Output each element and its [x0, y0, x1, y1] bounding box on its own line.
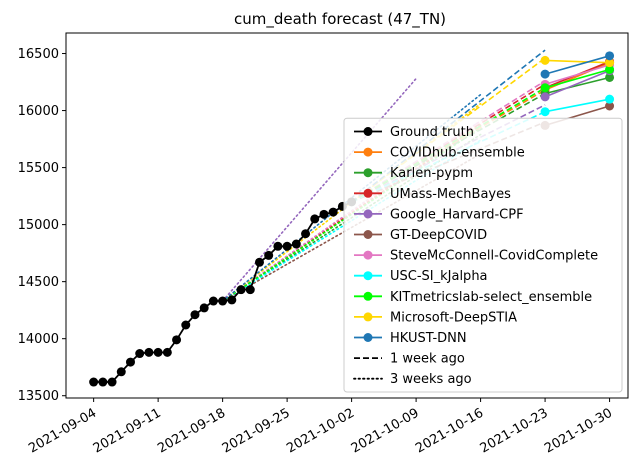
y-tick-label: 16000	[18, 104, 59, 119]
legend-marker	[363, 168, 373, 178]
ground-truth-point	[245, 285, 255, 295]
ground-truth-point	[282, 241, 292, 251]
x-tick-label: 2021-09-11	[91, 406, 164, 457]
legend-label: 3 weeks ago	[390, 372, 472, 387]
ground-truth-point	[227, 295, 237, 305]
legend-marker	[363, 188, 373, 198]
legend-label: 1 week ago	[390, 352, 465, 367]
plot-frame	[65, 32, 629, 399]
ground-truth-point	[218, 296, 228, 306]
ground-truth-point	[162, 347, 172, 357]
ground-truth-point	[172, 335, 182, 345]
forecast-series	[540, 51, 615, 130]
series-point	[605, 72, 615, 82]
legend-label: Microsoft-DeepSTIA	[390, 310, 517, 325]
series-line	[544, 68, 610, 89]
ground-truth-point	[328, 207, 338, 217]
y-tick-label: 15500	[18, 161, 59, 176]
legend-box	[343, 117, 623, 393]
series-line	[544, 64, 610, 86]
x-tick-label: 2021-10-09	[349, 406, 422, 457]
ground-truth-point	[254, 257, 264, 267]
series-point	[540, 83, 550, 93]
ground-truth-point	[116, 367, 126, 377]
ground-truth-point	[181, 320, 191, 330]
legend: Ground truth COVIDhub-ensemble Karlen-pypm…	[343, 117, 623, 393]
ground-truth-point	[208, 296, 218, 306]
three-week-line	[221, 126, 482, 302]
ground-truth-point	[199, 303, 209, 313]
ground-truth-point	[236, 285, 246, 295]
x-tick-label: 2021-10-02	[284, 406, 357, 457]
ground-truth-point	[135, 349, 145, 359]
legend-label: HKUST-DNN	[390, 331, 467, 346]
ground-truth-point	[153, 347, 163, 357]
series-line	[544, 69, 610, 98]
series-line	[544, 76, 610, 95]
legend-label: Karlen-pypm	[390, 166, 473, 181]
x-tick-label: 2021-10-30	[542, 406, 615, 457]
y-tick-label: 14000	[18, 332, 59, 347]
ground-truth-point	[301, 229, 311, 239]
series-point	[540, 92, 550, 102]
legend-label: KITmetricslab-select_ensemble	[390, 290, 592, 305]
series-point	[605, 94, 615, 104]
ground-truth-series	[89, 197, 357, 387]
legend-marker	[363, 250, 373, 260]
ground-truth-point	[264, 250, 274, 260]
legend-marker	[363, 127, 373, 136]
legend-marker	[363, 333, 373, 342]
legend-label: Google_Harvard-CPF	[390, 207, 524, 222]
ground-truth-point	[144, 347, 154, 357]
series-line	[544, 55, 610, 75]
y-tick-label: 13500	[18, 389, 59, 404]
ground-truth-point	[310, 214, 320, 224]
x-tick-label: 2021-09-25	[220, 406, 293, 457]
ground-truth-point	[319, 209, 329, 219]
x-tick-label: 2021-09-04	[26, 406, 99, 457]
legend-marker	[363, 312, 373, 322]
series-point	[605, 65, 615, 74]
chart-title: cum_death forecast (47_TN)	[234, 10, 446, 29]
series-point	[540, 107, 550, 117]
y-tick-label: 16500	[18, 47, 59, 62]
ground-truth-point	[125, 357, 135, 367]
ground-truth-point	[89, 377, 99, 387]
ground-truth-point	[190, 310, 200, 320]
legend-label: USC-SI_kJalpha	[390, 269, 488, 284]
ground-truth-point	[291, 239, 301, 249]
legend-marker	[363, 209, 373, 219]
x-tick-label: 2021-09-18	[155, 406, 228, 457]
ground-truth-point	[107, 377, 117, 387]
ground-truth-point	[98, 377, 108, 387]
legend-marker	[363, 230, 373, 239]
x-tick-label: 2021-10-23	[478, 406, 551, 457]
legend-label: Ground truth	[390, 125, 474, 140]
series-point	[605, 51, 615, 61]
series-point	[540, 69, 550, 79]
legend-marker	[363, 147, 373, 157]
ground-truth-point	[273, 241, 283, 251]
series-line	[544, 98, 610, 113]
legend-marker	[363, 291, 373, 301]
ground-truth-line	[93, 200, 353, 383]
y-tick-label: 14500	[18, 275, 59, 290]
legend-label: SteveMcConnell-CovidComplete	[390, 249, 598, 264]
legend-label: COVIDhub-ensemble	[390, 146, 525, 161]
series-point	[605, 101, 615, 111]
series-line	[545, 59, 610, 64]
three-week-line	[221, 77, 417, 302]
series-point	[540, 55, 550, 65]
y-tick-label: 15000	[18, 218, 59, 233]
legend-label: UMass-MechBayes	[390, 187, 511, 202]
series-point	[605, 58, 615, 68]
legend-marker	[363, 271, 373, 281]
x-tick-label: 2021-10-16	[413, 406, 486, 457]
legend-label: GT-DeepCOVID	[390, 228, 487, 243]
